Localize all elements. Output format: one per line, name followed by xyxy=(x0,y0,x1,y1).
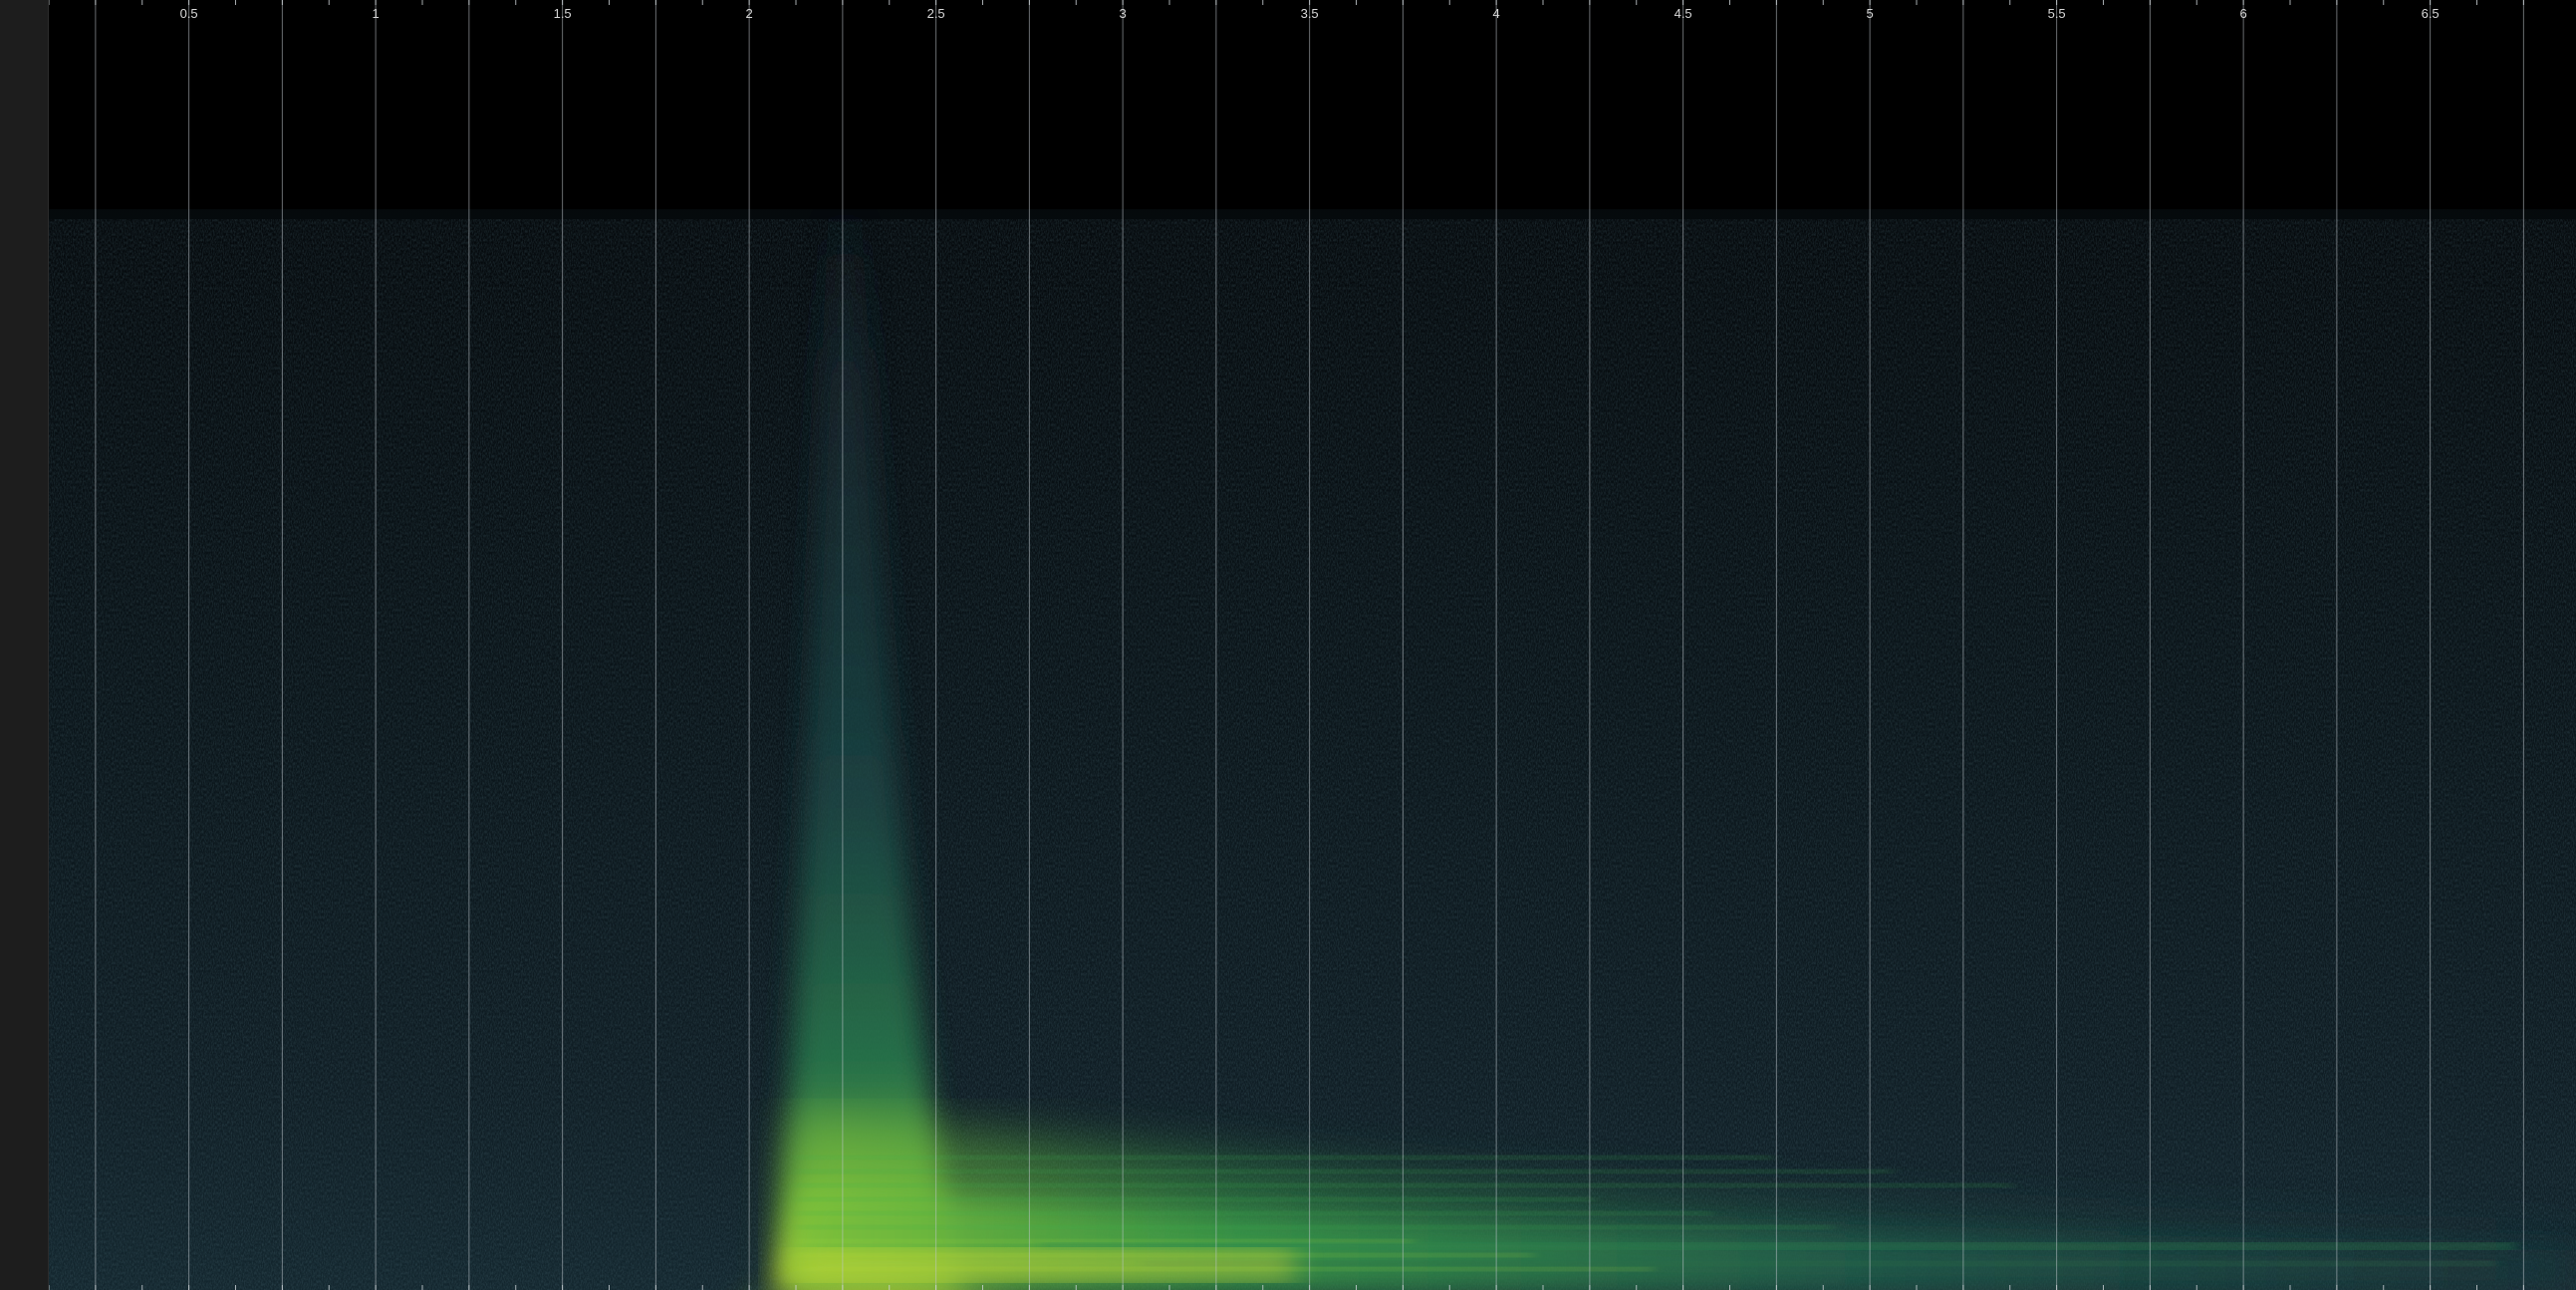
spectrogram-plot[interactable]: 0.5 1 1.5 2 2.5 3 3.5 4 4.5 5 5.5 6 6.5 xyxy=(49,0,2576,1290)
yellow-band xyxy=(796,1250,1295,1280)
spectrogram-canvas[interactable] xyxy=(49,0,2576,1290)
time-grid xyxy=(49,0,2524,1290)
time-ruler[interactable]: 0.5 1 1.5 2 2.5 3 3.5 4 4.5 5 5.5 6 6.5 xyxy=(49,0,2576,22)
harmonic-stripe xyxy=(1141,1261,2496,1266)
harmonic-stripe xyxy=(796,1211,1713,1215)
ruler-label: 3 xyxy=(1119,6,1127,21)
noise-texture xyxy=(49,219,2576,1290)
harmonic-stripe xyxy=(796,1156,1773,1160)
ruler-label: 4.5 xyxy=(1674,6,1692,21)
ruler-label: 6 xyxy=(2239,6,2247,21)
ruler-label: 3.5 xyxy=(1300,6,1319,21)
ruler-label: 2 xyxy=(745,6,753,21)
top-dark-band xyxy=(49,0,2576,209)
ruler-label: 4 xyxy=(1492,6,1500,21)
ruler-label: 5.5 xyxy=(2047,6,2066,21)
ruler-label: 1 xyxy=(372,6,380,21)
harmonic-stripe xyxy=(1041,1243,2516,1249)
transient-energy xyxy=(722,199,2576,1290)
ruler-label: 6.5 xyxy=(2421,6,2440,21)
harmonic-stripe xyxy=(796,1239,1415,1243)
left-panel-strip xyxy=(0,0,49,1290)
harmonic-stripe xyxy=(796,1225,1833,1229)
ruler-label: 5 xyxy=(1866,6,1874,21)
ruler-label: 2.5 xyxy=(926,6,945,21)
ruler-label: 0.5 xyxy=(179,6,198,21)
transient-plume xyxy=(776,199,962,1290)
harmonic-stripe xyxy=(796,1169,1893,1173)
harmonic-stripe xyxy=(796,1183,2012,1187)
ruler-label: 1.5 xyxy=(553,6,572,21)
harmonic-stripe xyxy=(796,1197,1594,1201)
